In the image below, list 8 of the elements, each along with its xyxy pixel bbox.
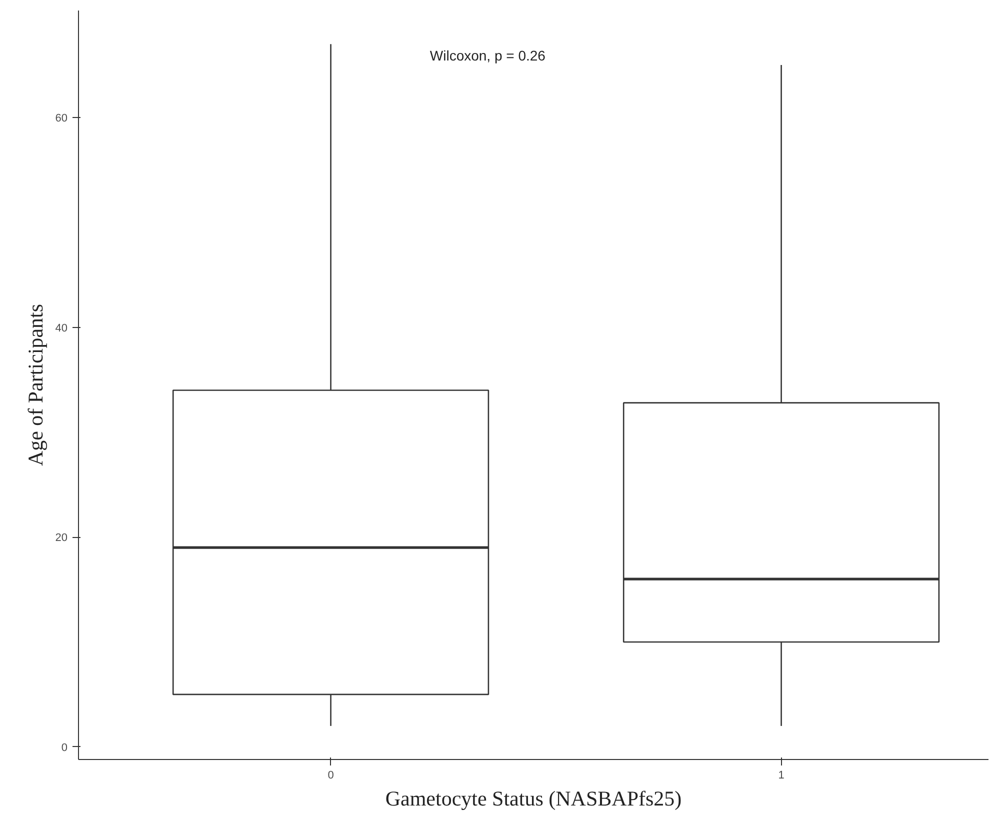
y-tick-label: 20 [55,532,68,544]
annotation: Wilcoxon, p = 0.26 [430,47,546,64]
y-tick-label: 40 [55,322,68,334]
y-tick-label: 60 [55,112,68,124]
y-axis-title: Age of Participants [23,304,48,466]
x-tick-label: 1 [778,770,784,782]
y-tick-label: 0 [61,742,68,754]
x-axis-title: Gametocyte Status (NASBAPfs25) [385,786,682,810]
